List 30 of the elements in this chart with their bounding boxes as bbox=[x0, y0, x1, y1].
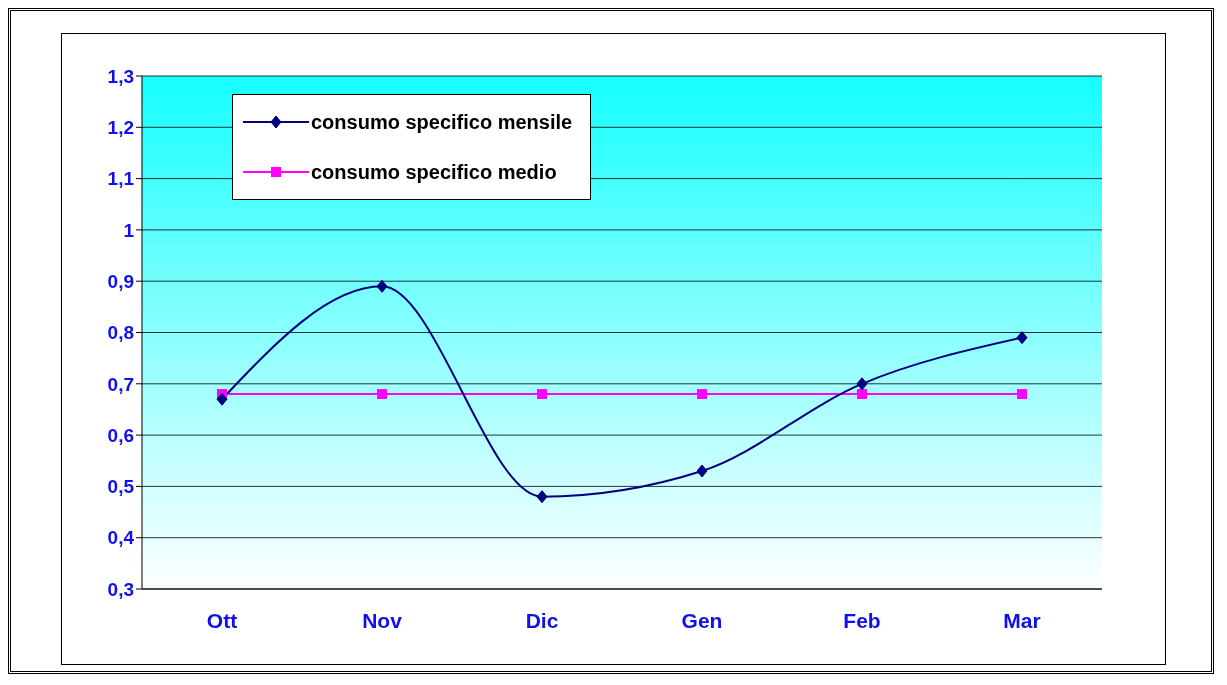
point bbox=[856, 377, 868, 391]
y-tick-label: 1 bbox=[123, 219, 135, 241]
y-tick-label: 1,1 bbox=[107, 168, 135, 190]
point bbox=[376, 279, 388, 293]
x-tick-label: Gen bbox=[681, 608, 723, 632]
y-tick-label: 0,4 bbox=[107, 527, 135, 549]
point bbox=[1016, 331, 1028, 345]
x-tick-label: Mar bbox=[1003, 608, 1041, 632]
point bbox=[537, 389, 547, 400]
point bbox=[216, 392, 228, 406]
point bbox=[696, 464, 708, 478]
point bbox=[1017, 389, 1027, 400]
legend-label: consumo specifico mensile bbox=[311, 110, 573, 134]
point bbox=[697, 389, 707, 400]
x-tick-label: Nov bbox=[362, 608, 403, 632]
y-tick-label: 1,3 bbox=[107, 65, 134, 87]
y-tick-label: 0,9 bbox=[107, 270, 134, 292]
y-tick-label: 0,5 bbox=[107, 476, 135, 498]
y-tick-label: 1,2 bbox=[107, 117, 134, 139]
y-tick-label: 0,3 bbox=[107, 578, 134, 600]
x-tick-label: Ott bbox=[206, 608, 238, 632]
y-tick-label: 0,6 bbox=[107, 424, 134, 446]
point bbox=[857, 389, 867, 400]
legend-label: consumo specifico medio bbox=[311, 160, 557, 184]
point bbox=[377, 389, 387, 400]
y-tick-label: 0,8 bbox=[107, 322, 134, 344]
x-tick-label: Feb bbox=[843, 608, 881, 632]
x-tick-label: Dic bbox=[525, 608, 559, 632]
point bbox=[536, 490, 548, 504]
y-tick-label: 0,7 bbox=[107, 373, 134, 395]
